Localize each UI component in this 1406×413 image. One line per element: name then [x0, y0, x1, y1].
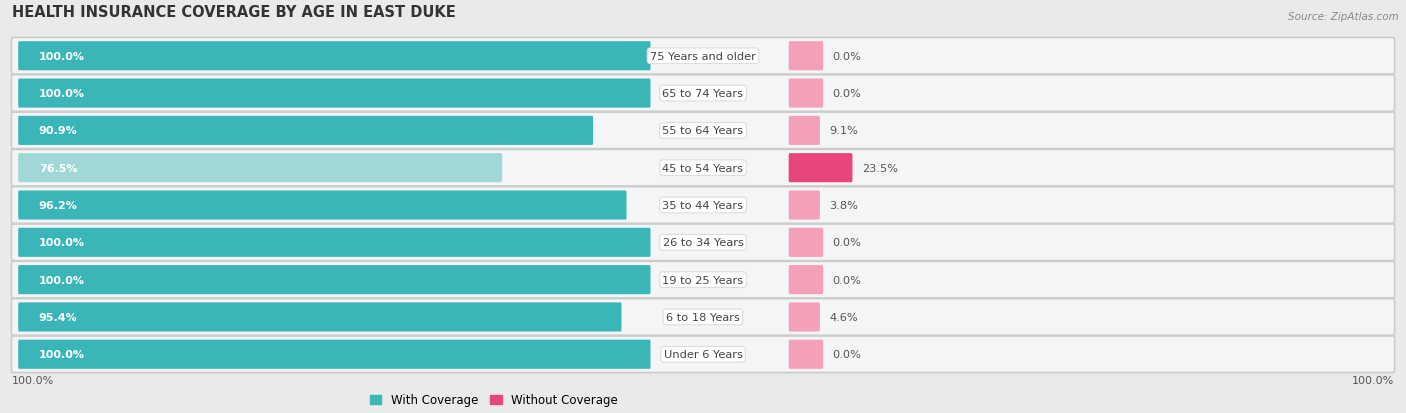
FancyBboxPatch shape	[11, 187, 1395, 224]
Text: HEALTH INSURANCE COVERAGE BY AGE IN EAST DUKE: HEALTH INSURANCE COVERAGE BY AGE IN EAST…	[13, 5, 456, 20]
FancyBboxPatch shape	[18, 266, 651, 294]
FancyBboxPatch shape	[11, 336, 1395, 373]
Text: Source: ZipAtlas.com: Source: ZipAtlas.com	[1288, 12, 1399, 22]
FancyBboxPatch shape	[789, 191, 820, 220]
Text: 65 to 74 Years: 65 to 74 Years	[662, 89, 744, 99]
Text: 100.0%: 100.0%	[39, 89, 84, 99]
FancyBboxPatch shape	[789, 303, 820, 332]
Text: 0.0%: 0.0%	[832, 349, 862, 359]
FancyBboxPatch shape	[18, 42, 651, 71]
Text: 96.2%: 96.2%	[39, 201, 77, 211]
FancyBboxPatch shape	[789, 42, 824, 71]
FancyBboxPatch shape	[11, 38, 1395, 75]
FancyBboxPatch shape	[18, 116, 593, 145]
FancyBboxPatch shape	[18, 228, 651, 257]
FancyBboxPatch shape	[18, 79, 651, 108]
FancyBboxPatch shape	[11, 299, 1395, 335]
Text: 55 to 64 Years: 55 to 64 Years	[662, 126, 744, 136]
Text: 4.6%: 4.6%	[830, 312, 858, 322]
Text: 0.0%: 0.0%	[832, 52, 862, 62]
Text: 90.9%: 90.9%	[39, 126, 77, 136]
Text: 19 to 25 Years: 19 to 25 Years	[662, 275, 744, 285]
FancyBboxPatch shape	[789, 340, 824, 369]
Text: 0.0%: 0.0%	[832, 238, 862, 248]
FancyBboxPatch shape	[11, 150, 1395, 187]
FancyBboxPatch shape	[18, 340, 651, 369]
Text: 100.0%: 100.0%	[1351, 375, 1393, 385]
FancyBboxPatch shape	[11, 262, 1395, 298]
FancyBboxPatch shape	[18, 191, 627, 220]
Text: 3.8%: 3.8%	[830, 201, 858, 211]
Text: 95.4%: 95.4%	[39, 312, 77, 322]
Text: 100.0%: 100.0%	[39, 238, 84, 248]
FancyBboxPatch shape	[789, 79, 824, 108]
Legend: With Coverage, Without Coverage: With Coverage, Without Coverage	[364, 389, 623, 411]
Text: 75 Years and older: 75 Years and older	[650, 52, 756, 62]
FancyBboxPatch shape	[11, 76, 1395, 112]
Text: 76.5%: 76.5%	[39, 163, 77, 173]
FancyBboxPatch shape	[789, 266, 824, 294]
Text: 35 to 44 Years: 35 to 44 Years	[662, 201, 744, 211]
Text: 45 to 54 Years: 45 to 54 Years	[662, 163, 744, 173]
Text: 0.0%: 0.0%	[832, 275, 862, 285]
FancyBboxPatch shape	[789, 116, 820, 145]
Text: 9.1%: 9.1%	[830, 126, 858, 136]
Text: Under 6 Years: Under 6 Years	[664, 349, 742, 359]
Text: 23.5%: 23.5%	[862, 163, 898, 173]
Text: 26 to 34 Years: 26 to 34 Years	[662, 238, 744, 248]
Text: 100.0%: 100.0%	[39, 275, 84, 285]
Text: 100.0%: 100.0%	[39, 52, 84, 62]
Text: 100.0%: 100.0%	[13, 375, 55, 385]
Text: 100.0%: 100.0%	[39, 349, 84, 359]
Text: 6 to 18 Years: 6 to 18 Years	[666, 312, 740, 322]
FancyBboxPatch shape	[789, 154, 852, 183]
FancyBboxPatch shape	[789, 228, 824, 257]
FancyBboxPatch shape	[11, 225, 1395, 261]
Text: 0.0%: 0.0%	[832, 89, 862, 99]
FancyBboxPatch shape	[11, 113, 1395, 149]
FancyBboxPatch shape	[18, 303, 621, 332]
FancyBboxPatch shape	[18, 154, 502, 183]
